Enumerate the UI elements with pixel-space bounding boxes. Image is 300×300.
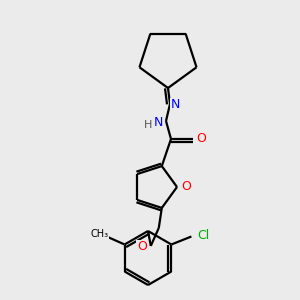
Text: O: O xyxy=(196,133,206,146)
Text: O: O xyxy=(181,181,191,194)
Text: N: N xyxy=(153,116,163,130)
Text: O: O xyxy=(137,240,147,254)
Text: N: N xyxy=(170,98,180,112)
Text: H: H xyxy=(144,120,152,130)
Text: CH₃: CH₃ xyxy=(91,229,109,238)
Text: Cl: Cl xyxy=(197,229,209,242)
